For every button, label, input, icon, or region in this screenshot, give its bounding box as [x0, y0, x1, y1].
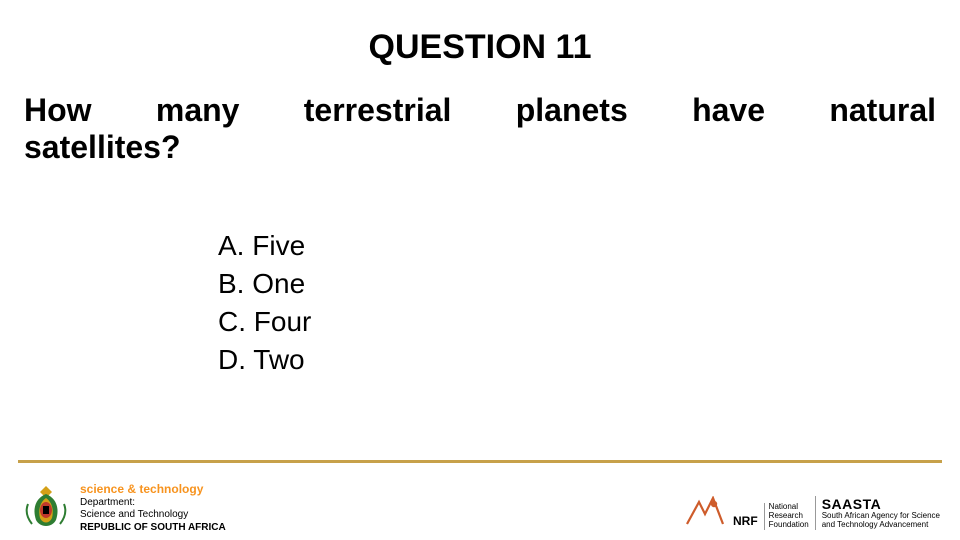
dept-line-4: REPUBLIC OF SOUTH AFRICA — [80, 522, 226, 535]
option-c: C. Four — [218, 306, 311, 338]
nrf-mark-icon — [685, 496, 725, 530]
question-line-2: satellites? — [24, 129, 181, 165]
saasta-acronym: SAASTA — [822, 496, 940, 512]
question-line-1: How many terrestrial planets have natura… — [24, 92, 936, 129]
option-text: Four — [254, 306, 312, 337]
dept-line-1: science & technology — [80, 482, 226, 497]
nrf-line-3: Foundation — [769, 521, 809, 530]
option-letter: B. — [218, 268, 244, 299]
dept-line-2: Department: — [80, 497, 226, 510]
option-text: Two — [253, 344, 304, 375]
nrf-text-block: NRF National Research Foundation SAASTA … — [733, 496, 940, 530]
option-text: One — [252, 268, 305, 299]
dept-line-3: Science and Technology — [80, 509, 226, 522]
option-text: Five — [252, 230, 305, 261]
option-d: D. Two — [218, 344, 311, 376]
saasta-tag-2: and Technology Advancement — [822, 521, 940, 530]
nrf-acronym: NRF — [733, 514, 758, 528]
question-number-title: QUESTION 11 — [0, 28, 960, 67]
footer-rule — [18, 460, 942, 463]
right-sponsor-logo: NRF National Research Foundation SAASTA … — [685, 496, 940, 530]
coat-of-arms-icon — [22, 484, 70, 532]
option-letter: D. — [218, 344, 246, 375]
nrf-label: NRF — [733, 512, 758, 530]
question-text: How many terrestrial planets have natura… — [24, 92, 936, 166]
nrf-lines: National Research Foundation — [764, 503, 809, 529]
slide: QUESTION 11 How many terrestrial planets… — [0, 0, 960, 540]
option-b: B. One — [218, 268, 311, 300]
option-a: A. Five — [218, 230, 311, 262]
left-sponsor-logo: science & technology Department: Science… — [22, 482, 226, 535]
option-letter: A. — [218, 230, 244, 261]
answer-options: A. Five B. One C. Four D. Two — [218, 230, 311, 382]
footer: science & technology Department: Science… — [0, 460, 960, 540]
option-letter: C. — [218, 306, 246, 337]
department-text: science & technology Department: Science… — [80, 482, 226, 535]
